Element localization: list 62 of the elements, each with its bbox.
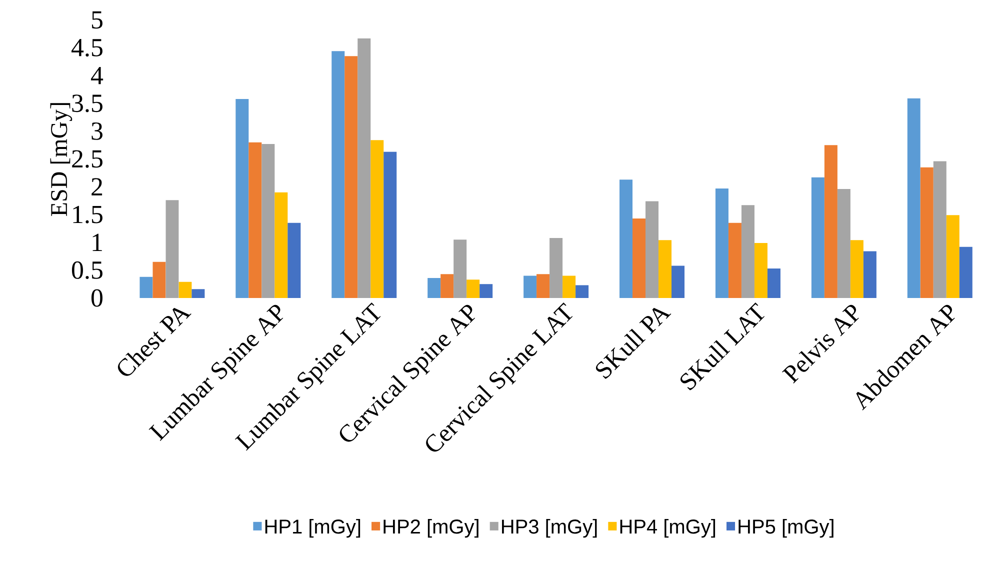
y-axis-title: ESD [mGy] xyxy=(50,103,72,216)
bar xyxy=(454,240,467,298)
bar xyxy=(754,242,768,298)
bar xyxy=(536,274,550,298)
bar xyxy=(728,222,742,298)
bar xyxy=(658,240,672,298)
y-tick-label: 0.5 xyxy=(72,261,102,280)
bar xyxy=(262,144,275,298)
legend-label: HP2 [mGy] xyxy=(384,519,478,538)
bar xyxy=(672,266,685,298)
bar xyxy=(715,188,728,298)
bar xyxy=(178,282,192,298)
bar xyxy=(152,262,166,298)
bar xyxy=(646,201,659,298)
y-tick-label: 3 xyxy=(92,122,102,140)
bar xyxy=(837,189,850,298)
bar xyxy=(466,280,480,298)
bar xyxy=(850,240,864,298)
bar xyxy=(166,200,179,298)
bar xyxy=(440,274,454,298)
bar xyxy=(274,192,288,298)
bar xyxy=(933,161,946,298)
bar xyxy=(824,145,838,298)
y-tick-label: 0 xyxy=(91,289,102,307)
bar xyxy=(946,215,960,298)
legend-label: HP1 [mGy] xyxy=(265,519,360,538)
y-tick-label: 1.5 xyxy=(73,206,102,224)
bar xyxy=(959,246,972,298)
bar xyxy=(384,152,397,298)
bar xyxy=(236,98,249,298)
y-tick-label: 5 xyxy=(92,11,102,29)
y-tick-label: 2.5 xyxy=(72,150,102,168)
y-tick-label: 1 xyxy=(92,234,102,251)
y-tick-label: 2 xyxy=(92,178,102,196)
y-tick-label: 3.5 xyxy=(72,94,102,112)
bar xyxy=(288,222,301,298)
legend-label: HP4 [mGy] xyxy=(620,519,716,538)
bar xyxy=(576,285,589,298)
legend-label: HP3 [mGy] xyxy=(502,519,597,538)
bar xyxy=(550,238,563,298)
bar xyxy=(248,142,262,298)
bar xyxy=(562,276,576,298)
bar xyxy=(811,177,824,298)
bar xyxy=(344,56,358,298)
bar xyxy=(767,268,780,298)
legend-label: HP5 [mGy] xyxy=(738,519,834,538)
bar xyxy=(480,284,493,298)
bar xyxy=(632,218,646,298)
y-tick-label: 4 xyxy=(90,67,104,84)
bar xyxy=(332,51,345,298)
bar xyxy=(907,98,920,298)
bar xyxy=(192,289,205,298)
bar xyxy=(140,276,153,298)
bar xyxy=(863,251,876,298)
bar xyxy=(920,167,934,298)
bar xyxy=(620,180,633,298)
bar xyxy=(741,205,754,298)
bar xyxy=(428,278,441,298)
bar xyxy=(358,38,371,298)
bar xyxy=(524,276,537,298)
y-tick-label: 4.5 xyxy=(71,39,102,57)
bar xyxy=(370,140,384,298)
